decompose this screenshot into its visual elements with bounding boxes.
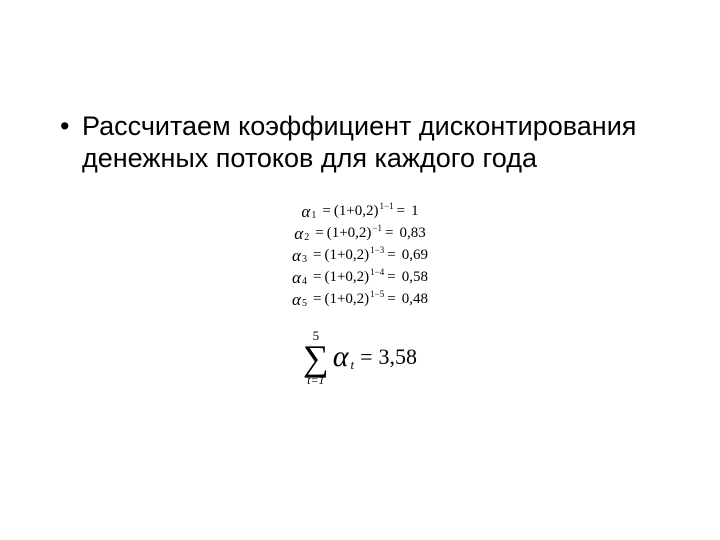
- formula-line-3: α 3 = (1+0,2) 1−3 = 0,69: [292, 246, 428, 266]
- slide: • Рассчитаем коэффициент дисконтирования…: [0, 0, 720, 540]
- result-value: 0,83: [399, 225, 425, 242]
- equals-sign: =: [315, 225, 323, 242]
- formula-line-2: α 2 = (1+0,2) −1 = 0,83: [294, 224, 425, 244]
- sigma-lower: t=1: [307, 374, 324, 386]
- formula-block: α 1 = (1+0,2) 1−1 = 1 α 2 = (1+0,2) −1 =…: [60, 201, 660, 386]
- formula-line-4: α 4 = (1+0,2) 1−4 = 0,58: [292, 268, 428, 288]
- equals-sign: =: [322, 203, 330, 220]
- bullet-text: Рассчитаем коэффициент дисконтирования д…: [82, 110, 660, 175]
- alpha-subscript: 4: [302, 276, 307, 287]
- formula-line-5: α 5 = (1+0,2) 1−5 = 0,48: [292, 290, 428, 310]
- sigma-icon: ∑: [303, 342, 329, 374]
- bullet-marker: •: [60, 110, 82, 142]
- equals-sign: =: [387, 291, 395, 308]
- exponent: 1−1: [380, 201, 394, 211]
- base-expression: (1+0,2): [324, 291, 369, 308]
- bullet-item: • Рассчитаем коэффициент дисконтирования…: [60, 110, 660, 175]
- sum-value: 3,58: [378, 344, 417, 370]
- alpha-symbol: α: [292, 268, 301, 288]
- exponent: 1−4: [370, 267, 384, 277]
- result-value: 0,69: [402, 247, 428, 264]
- base-expression: (1+0,2): [324, 247, 369, 264]
- formula-line-1: α 1 = (1+0,2) 1−1 = 1: [301, 202, 418, 222]
- result-value: 1: [411, 203, 419, 220]
- equals-sign: =: [313, 291, 321, 308]
- sum-equals: =: [360, 344, 372, 370]
- alpha-subscript: 1: [311, 210, 316, 221]
- equals-sign: =: [313, 269, 321, 286]
- equals-sign: =: [387, 247, 395, 264]
- base-expression: (1+0,2): [334, 203, 379, 220]
- result-value: 0,48: [402, 291, 428, 308]
- sum-alpha: α: [333, 340, 349, 374]
- equals-sign: =: [397, 203, 405, 220]
- alpha-subscript: 3: [302, 254, 307, 265]
- exponent: −1: [372, 223, 382, 233]
- alpha-symbol: α: [292, 246, 301, 266]
- equals-sign: =: [385, 225, 393, 242]
- sigma-wrap: 5 ∑ t=1: [303, 329, 329, 386]
- alpha-subscript: 5: [302, 298, 307, 309]
- base-expression: (1+0,2): [327, 225, 372, 242]
- exponent: 1−5: [370, 289, 384, 299]
- result-value: 0,58: [402, 269, 428, 286]
- alpha-symbol: α: [301, 202, 310, 222]
- alpha-symbol: α: [292, 290, 301, 310]
- summation: 5 ∑ t=1 α t = 3,58: [303, 329, 417, 386]
- base-expression: (1+0,2): [324, 269, 369, 286]
- exponent: 1−3: [370, 245, 384, 255]
- alpha-symbol: α: [294, 224, 303, 244]
- alpha-subscript: 2: [304, 232, 309, 243]
- sum-subscript: t: [350, 357, 354, 373]
- equals-sign: =: [387, 269, 395, 286]
- equals-sign: =: [313, 247, 321, 264]
